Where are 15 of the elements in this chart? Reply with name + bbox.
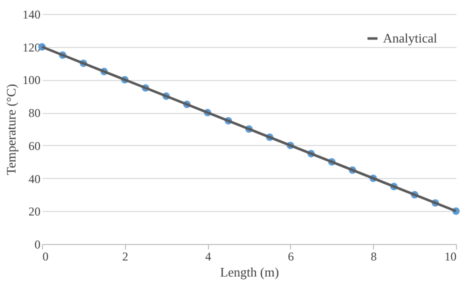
y-tick-label: 60 bbox=[28, 138, 40, 153]
y-tick-label: 40 bbox=[28, 172, 40, 186]
y-tick-label: 0 bbox=[34, 238, 40, 252]
y-tick-label: 20 bbox=[28, 204, 40, 219]
x-tick-label: 4 bbox=[205, 250, 212, 264]
x-tick-label: 6 bbox=[288, 250, 294, 264]
x-tick-label: 2 bbox=[122, 250, 128, 264]
y-tick-label: 140 bbox=[22, 8, 40, 22]
y-axis-title: Temperature (°C) bbox=[4, 84, 18, 176]
x-tick-label: 10 bbox=[444, 250, 456, 264]
y-tick-label: 100 bbox=[22, 73, 40, 88]
legend-label: Analytical bbox=[383, 30, 438, 46]
y-tick-label: 80 bbox=[28, 106, 40, 120]
x-axis-title: Length (m) bbox=[220, 264, 279, 280]
x-tick-label: 8 bbox=[370, 250, 377, 264]
